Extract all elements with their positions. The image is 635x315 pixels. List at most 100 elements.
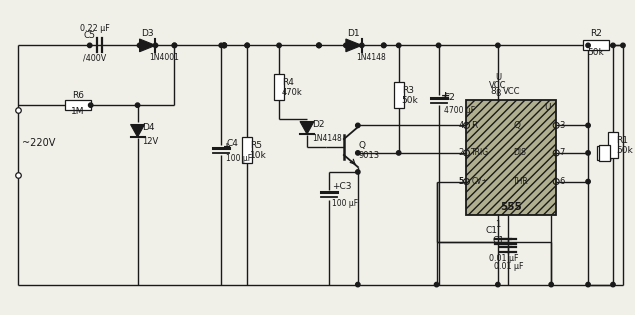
Text: 1N4148: 1N4148 [312, 134, 342, 143]
Text: CV÷: CV÷ [471, 177, 488, 186]
Bar [394, 82, 404, 108]
Text: 3: 3 [559, 121, 565, 130]
Circle shape [356, 282, 360, 287]
Circle shape [586, 179, 591, 184]
Circle shape [356, 151, 360, 155]
Circle shape [586, 43, 591, 48]
Text: D1: D1 [347, 29, 360, 38]
Text: 0.01 μF: 0.01 μF [488, 254, 518, 263]
Text: U: U [545, 103, 551, 112]
Text: 8: 8 [495, 89, 500, 98]
Text: R4: R4 [282, 78, 294, 87]
Circle shape [88, 103, 93, 107]
Circle shape [245, 43, 250, 48]
Text: 5: 5 [458, 177, 464, 186]
Text: +: + [441, 91, 450, 101]
Circle shape [382, 43, 386, 48]
Text: D3: D3 [141, 29, 154, 38]
Text: ~220V: ~220V [22, 138, 55, 148]
Text: 8: 8 [490, 87, 496, 96]
Circle shape [219, 43, 224, 48]
Circle shape [222, 43, 227, 48]
Text: U: U [495, 73, 501, 82]
Text: D2: D2 [312, 120, 324, 129]
Text: THR: THR [513, 177, 529, 186]
Text: 4: 4 [458, 121, 464, 130]
Polygon shape [346, 39, 362, 52]
Text: VCC: VCC [503, 87, 520, 96]
Text: 9013: 9013 [359, 151, 380, 159]
Circle shape [222, 43, 227, 48]
Text: 1N4148: 1N4148 [356, 53, 385, 62]
Circle shape [153, 43, 157, 48]
Text: 50k: 50k [587, 49, 605, 57]
Circle shape [586, 151, 591, 155]
Circle shape [611, 282, 615, 287]
Circle shape [137, 43, 142, 48]
Text: 1N4001: 1N4001 [149, 53, 179, 62]
Text: 5: 5 [458, 177, 464, 186]
Text: 7: 7 [559, 148, 565, 158]
Bar [597, 146, 607, 160]
Text: 470k: 470k [282, 88, 303, 97]
Text: R6: R6 [72, 91, 84, 100]
Circle shape [496, 43, 500, 48]
Text: 50k: 50k [402, 96, 418, 105]
Text: 12V: 12V [142, 137, 159, 146]
Text: C1: C1 [492, 236, 504, 245]
Bar [274, 74, 284, 100]
Text: 0.01 μF: 0.01 μF [493, 262, 523, 271]
Text: +: + [224, 142, 231, 152]
Circle shape [222, 43, 227, 48]
Text: D4: D4 [142, 123, 155, 132]
Circle shape [277, 43, 281, 48]
Circle shape [344, 43, 348, 48]
Circle shape [359, 43, 364, 48]
Polygon shape [131, 124, 145, 137]
Circle shape [356, 170, 360, 174]
Text: C4: C4 [226, 139, 238, 148]
Text: 100 μF: 100 μF [226, 154, 252, 163]
Text: R3: R3 [402, 86, 413, 95]
Circle shape [317, 43, 321, 48]
Circle shape [317, 43, 321, 48]
Circle shape [356, 123, 360, 128]
Text: 1: 1 [495, 220, 500, 229]
Circle shape [586, 282, 591, 287]
Text: 0.22 μF: 0.22 μF [80, 24, 110, 33]
Text: R2: R2 [590, 29, 602, 38]
Circle shape [172, 43, 177, 48]
Bar [467, 100, 556, 215]
Text: 6: 6 [559, 177, 565, 186]
Text: R5: R5 [250, 140, 262, 150]
Circle shape [135, 103, 140, 107]
Circle shape [88, 43, 92, 48]
Text: 2: 2 [458, 148, 464, 158]
Text: DIS: DIS [513, 148, 526, 158]
Polygon shape [300, 122, 314, 134]
Circle shape [396, 151, 401, 155]
Circle shape [549, 282, 553, 287]
Circle shape [172, 43, 177, 48]
Bar [583, 40, 609, 50]
Text: +C3: +C3 [332, 182, 351, 191]
Text: TRIG: TRIG [471, 148, 490, 158]
Circle shape [586, 123, 591, 128]
Circle shape [396, 43, 401, 48]
Text: C2: C2 [444, 93, 455, 102]
Text: R1: R1 [616, 135, 628, 145]
Circle shape [436, 43, 441, 48]
Text: 555: 555 [500, 202, 522, 212]
Text: Q: Q [359, 140, 366, 150]
Bar [65, 100, 91, 110]
Circle shape [382, 43, 386, 48]
Bar [599, 145, 610, 161]
Text: R: R [471, 121, 478, 130]
Circle shape [245, 43, 250, 48]
Polygon shape [140, 39, 156, 52]
Bar [242, 137, 252, 163]
Text: /400V: /400V [83, 53, 106, 62]
Text: C5: C5 [84, 32, 96, 40]
Circle shape [434, 282, 439, 287]
Bar [608, 132, 618, 158]
